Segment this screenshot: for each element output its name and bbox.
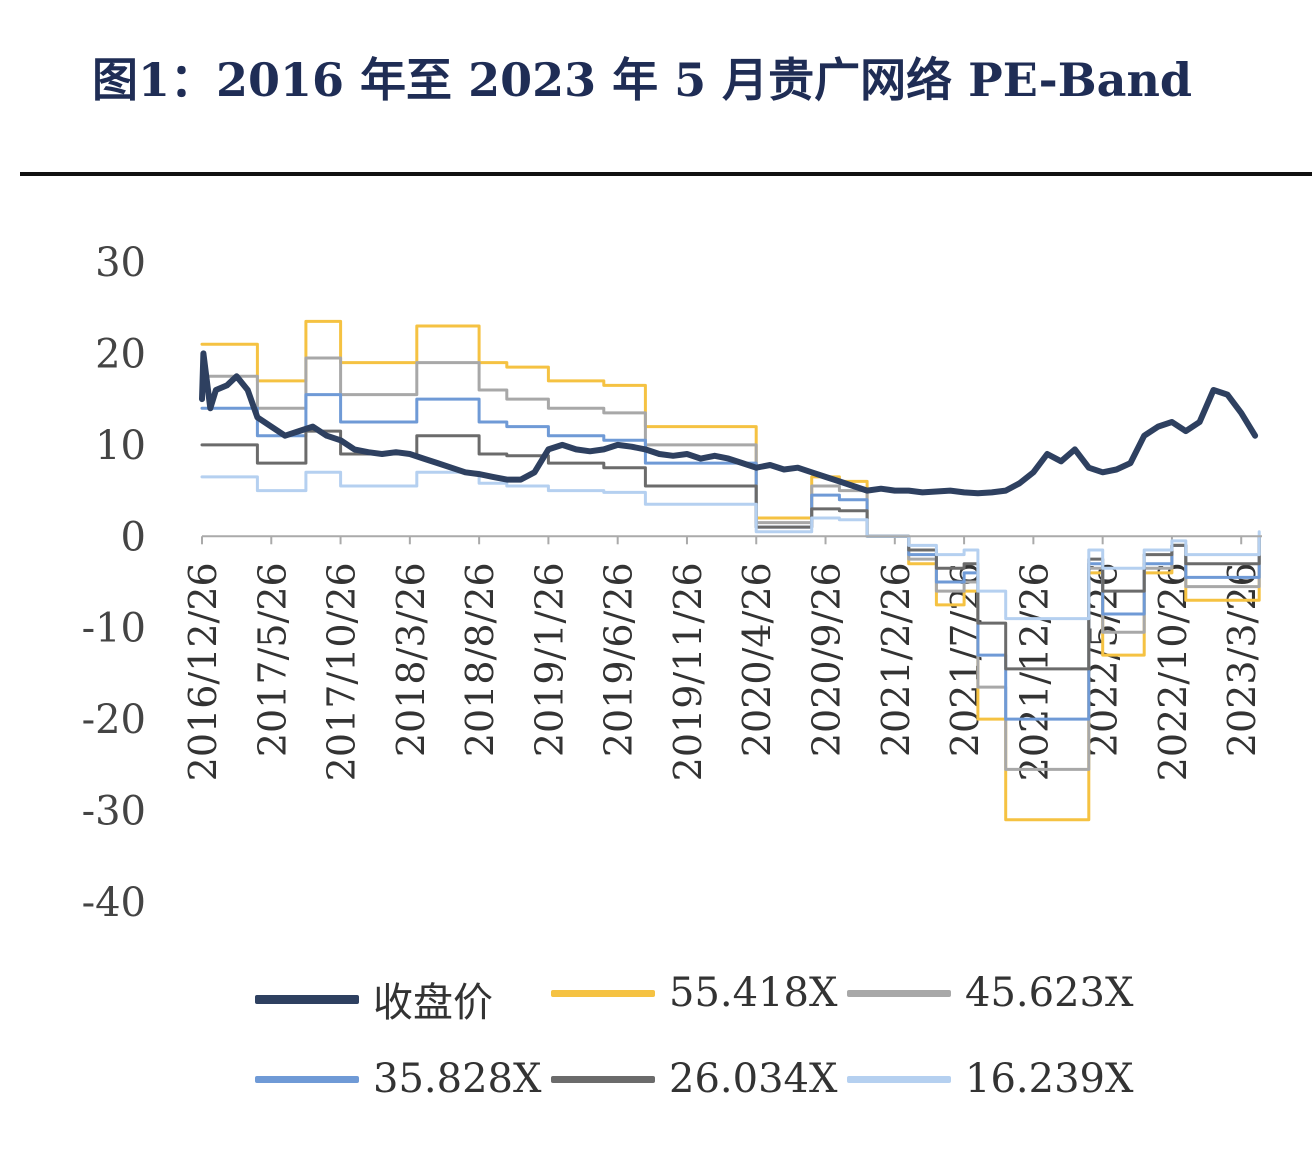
x-tick-label: 2019/11/26: [666, 562, 710, 781]
series-line-35-828x: [200, 393, 1261, 721]
legend-item-55x: 55.418X: [551, 970, 837, 1016]
title-divider: [20, 172, 1312, 176]
y-tick-label: -40: [82, 880, 146, 926]
chart-title: 图1：2016 年至 2023 年 5 月贵广网络 PE-Band: [92, 53, 1193, 107]
x-tick-label: 2019/6/26: [597, 562, 641, 757]
legend-label: 55.418X: [669, 970, 838, 1016]
x-tick-label: 2022/10/26: [1151, 562, 1195, 781]
y-tick-label: -30: [82, 789, 146, 835]
series-line-26-034x: [200, 429, 1261, 671]
y-tick-label: 20: [95, 331, 146, 377]
x-tick-label: 2018/8/26: [458, 562, 502, 757]
x-tick-label: 2021/12/26: [1012, 562, 1056, 781]
series-layer: [199, 319, 1261, 822]
x-axis-ticks: 2016/12/26 2017/5/26 2017/10/26 2018/3/26 20…: [181, 536, 1264, 781]
legend-swatch: [255, 1075, 359, 1083]
legend-swatch: [847, 989, 951, 997]
legend-label: 收盘价: [373, 980, 493, 1026]
legend-label: 16.239X: [965, 1056, 1134, 1102]
legend-item-16x: 16.239X: [847, 1056, 1133, 1102]
series-line-16-239x: [200, 470, 1261, 621]
legend-swatch: [551, 989, 655, 997]
x-tick-label: 2020/4/26: [735, 562, 779, 757]
series-line-45-623x: [200, 356, 1261, 771]
x-tick-label: 2018/3/26: [389, 562, 433, 757]
y-tick-label: 30: [95, 240, 146, 286]
legend-item-45x: 45.623X: [847, 970, 1133, 1016]
legend-label: 45.623X: [965, 970, 1134, 1016]
legend-swatch: [847, 1075, 951, 1083]
x-tick-label: 2021/2/26: [874, 562, 918, 757]
y-axis-ticks: 30 20 10 0 -10 -20 -30 -40: [82, 240, 146, 926]
x-tick-label: 2016/12/26: [181, 562, 225, 781]
legend-item-35x: 35.828X: [255, 1056, 541, 1102]
legend-swatch: [255, 994, 359, 1004]
legend-item-26x: 26.034X: [551, 1056, 837, 1102]
legend-swatch: [551, 1075, 655, 1083]
legend-label: 26.034X: [669, 1056, 838, 1102]
series-line-close-price: [199, 350, 1259, 497]
y-tick-label: 10: [95, 423, 146, 469]
x-tick-label: 2020/9/26: [805, 562, 849, 757]
x-tick-label: 2017/10/26: [320, 562, 364, 781]
x-tick-label: 2017/5/26: [250, 562, 294, 757]
x-tick-label: 2019/1/26: [527, 562, 571, 757]
y-tick-label: 0: [121, 514, 146, 560]
x-tick-label: 2023/3/26: [1220, 562, 1264, 757]
y-tick-label: -20: [82, 697, 146, 743]
legend-label: 35.828X: [373, 1056, 542, 1102]
y-tick-label: -10: [82, 606, 146, 652]
legend-item-close-price: 收盘价: [255, 970, 493, 1028]
